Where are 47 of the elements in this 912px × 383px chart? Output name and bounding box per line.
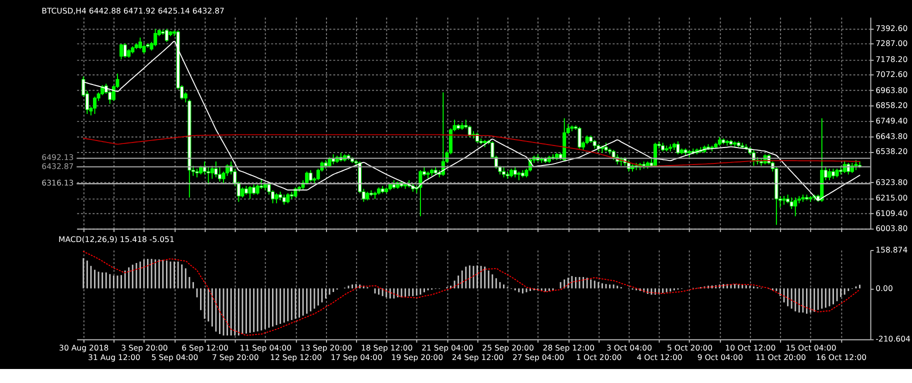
y-tick-label: 7072.60: [876, 70, 908, 80]
x-tick-label: 18 Sep 12:00: [360, 343, 413, 352]
y-tick-label: 0.00: [876, 284, 893, 293]
chart-title: MACD(12,26,9) 15.418 -5.051: [58, 235, 174, 244]
x-tick-label: 28 Sep 12:00: [542, 343, 595, 352]
y-tick-label: 6749.40: [876, 116, 908, 126]
x-tick-label: 5 Oct 20:00: [667, 343, 713, 352]
y-tick-label: 7287.00: [876, 39, 908, 48]
y-tick-label: 6109.40: [876, 208, 908, 218]
x-tick-label: 3 Sep 20:00: [121, 343, 168, 352]
x-tick-label: 16 Oct 12:00: [816, 353, 867, 362]
x-tick-label: 6 Sep 12:00: [182, 343, 229, 352]
x-tick-label: 10 Oct 12:00: [725, 343, 776, 352]
y-tick-label: 6003.80: [876, 224, 908, 234]
x-tick-label: 4 Oct 12:00: [636, 353, 682, 362]
y-tick-label: -210.604: [876, 334, 911, 344]
y-tick-label: 6323.80: [876, 178, 908, 187]
x-tick-label: 11 Sep 04:00: [240, 343, 292, 352]
x-tick-label: 27 Sep 04:00: [512, 353, 564, 362]
y-tick-label: 6858.20: [876, 100, 908, 110]
y-tick-label: 6643.80: [876, 132, 908, 141]
y-tick-label: 7392.60: [876, 24, 908, 33]
y-tick-label: 6215.00: [876, 194, 908, 203]
x-tick-label: 12 Sep 12:00: [270, 353, 322, 362]
ref-line-label: 6316.13: [42, 178, 74, 188]
ref-line-label: 6492.13: [42, 153, 74, 162]
chart-title: BTCUSD,H4 6442.88 6471.92 6425.14 6432.87: [42, 6, 225, 16]
x-tick-label: 5 Sep 04:00: [151, 353, 198, 362]
x-tick-label: 11 Oct 20:00: [755, 353, 806, 362]
y-tick-label: 6538.20: [876, 147, 908, 156]
y-tick-label: 158.874: [876, 245, 908, 254]
x-tick-label: 15 Oct 04:00: [786, 343, 836, 352]
x-tick-label: 7 Sep 20:00: [212, 353, 259, 362]
y-tick-label: 7178.20: [876, 54, 908, 64]
x-tick-label: 3 Oct 04:00: [606, 343, 652, 352]
x-tick-label: 1 Oct 20:00: [576, 353, 622, 362]
ref-line-label: 6432.87: [42, 162, 74, 171]
x-tick-label: 21 Sep 04:00: [422, 343, 474, 352]
x-tick-label: 31 Aug 12:00: [88, 353, 140, 362]
x-tick-label: 25 Sep 20:00: [482, 343, 534, 352]
x-tick-label: 24 Sep 12:00: [452, 353, 504, 362]
x-tick-label: 17 Sep 04:00: [330, 353, 382, 362]
x-tick-label: 30 Aug 2018: [59, 343, 109, 352]
x-tick-label: 9 Oct 04:00: [697, 353, 743, 362]
x-tick-label: 19 Sep 20:00: [391, 353, 444, 362]
y-tick-label: 6963.80: [876, 86, 908, 95]
x-tick-label: 13 Sep 20:00: [300, 343, 352, 352]
